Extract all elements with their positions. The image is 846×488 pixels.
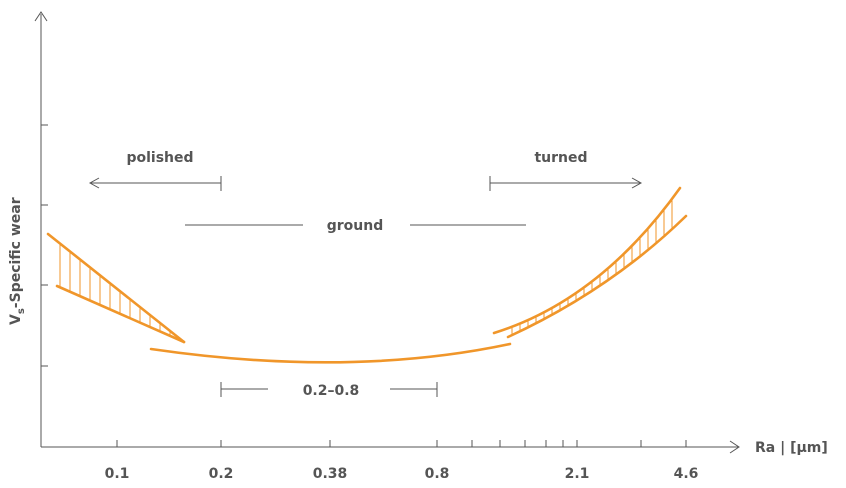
range-bracket-left	[220, 382, 268, 397]
ground-curve	[149, 342, 512, 364]
polished-lower-curve	[55, 284, 186, 344]
polished-label: polished	[126, 150, 193, 166]
x-ticks	[116, 440, 687, 447]
x-tick-label: 0.2	[209, 466, 234, 482]
range-bracket-right	[390, 382, 438, 397]
x-axis-label: Ra | [µm]	[755, 440, 828, 456]
x-tick-label: 4.6	[674, 466, 699, 482]
polished-arrow	[88, 176, 222, 191]
x-tick-label: 0.1	[105, 466, 130, 482]
ground-label: ground	[327, 218, 384, 234]
polished-upper-curve	[46, 232, 186, 344]
turned-arrow	[489, 176, 643, 191]
svg-text:Vs-Specific wear: Vs-Specific wear	[8, 197, 27, 325]
y-axis-arrow	[34, 11, 48, 22]
x-tick-label: 0.38	[313, 466, 348, 482]
turned-label: turned	[534, 150, 587, 166]
turned-upper-curve	[492, 186, 682, 335]
range-label: 0.2–0.8	[303, 383, 360, 399]
turned-lower-curve	[506, 214, 688, 339]
y-axis-label-rest: -Specific wear	[8, 197, 24, 308]
x-tick-label: 0.8	[425, 466, 450, 482]
turned-hatching	[511, 198, 673, 336]
y-axis-label-sub: s	[16, 308, 27, 314]
y-axis-label-main: V	[8, 314, 24, 325]
x-tick-label: 2.1	[565, 466, 590, 482]
x-axis-arrow	[729, 440, 740, 454]
y-axis-label: Vs-Specific wear	[8, 197, 27, 325]
polished-hatching	[59, 243, 181, 341]
